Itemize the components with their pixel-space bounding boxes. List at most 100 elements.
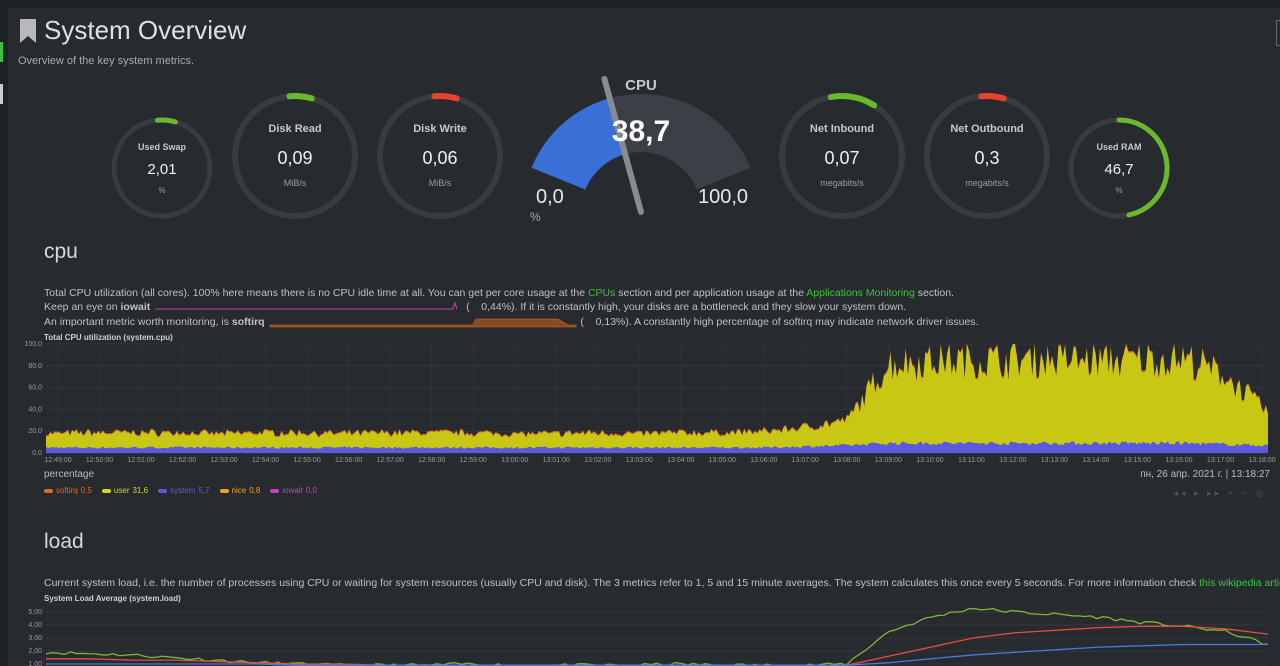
section-title-load: load bbox=[44, 530, 84, 553]
gauge-cpu-unit: % bbox=[530, 210, 541, 224]
gauge-disk-write-value: 0,06 bbox=[422, 148, 458, 168]
cpu-x-tick: 12:56:00 bbox=[335, 457, 362, 464]
cpu-x-tick: 12:52:00 bbox=[169, 457, 196, 464]
cpu-x-tick: 13:01:00 bbox=[543, 457, 570, 464]
legend-name: softirq bbox=[56, 486, 78, 495]
cpu-desc1-text-b: section and per application usage at the bbox=[615, 287, 807, 299]
cpu-x-tick: 13:05:00 bbox=[709, 457, 736, 464]
load-line-load1 bbox=[45, 607, 1269, 666]
gauge-disk-read-unit: MiB/s bbox=[283, 178, 307, 188]
gauge-cpu-title: CPU bbox=[625, 77, 657, 94]
gauge-net-inbound-fill bbox=[827, 93, 878, 109]
cpu-chart-units: percentage bbox=[44, 469, 95, 480]
cpu-x-tick: 13:02:00 bbox=[584, 457, 611, 464]
gauge-used-ram-unit: % bbox=[1115, 186, 1123, 195]
cpu-x-tick: 13:09:00 bbox=[875, 457, 902, 464]
load-line-load5 bbox=[46, 625, 1269, 666]
gauge-used-ram-fill bbox=[1116, 117, 1170, 218]
legend-name: system bbox=[170, 486, 196, 495]
legend-name: user bbox=[113, 486, 130, 495]
cpu-x-tick: 13:17:00 bbox=[1207, 457, 1234, 464]
gauge-net-inbound-title: Net Inbound bbox=[809, 123, 875, 135]
right-panel-handle[interactable] bbox=[1276, 20, 1280, 46]
gauge-used-swap-unit: % bbox=[158, 186, 166, 195]
gauge-net-outbound-unit: megabits/s bbox=[965, 178, 1009, 188]
legend-value: 5,7 bbox=[198, 486, 210, 495]
load-chart-title: System Load Average (system.load) bbox=[44, 594, 181, 603]
cpu-y-tick: 0,0 bbox=[32, 450, 42, 457]
legend-swatch bbox=[44, 488, 53, 493]
cpu-y-tick: 20,0 bbox=[28, 428, 42, 435]
cpu-x-tick: 12:55:00 bbox=[293, 457, 320, 464]
cpu-chart[interactable]: 100,0 80,0 60,0 40,0 20,0 0,012:49:00 12:50:00… bbox=[0, 340, 1280, 468]
cpu-x-tick: 12:49:00 bbox=[44, 457, 71, 464]
load-y-tick: 3,00 bbox=[28, 635, 42, 642]
legend-swatch bbox=[270, 488, 280, 493]
legend-value: 0,5 bbox=[80, 486, 92, 495]
cpu-x-tick: 13:10:00 bbox=[916, 457, 943, 464]
cpu-y-tick: 80,0 bbox=[28, 363, 42, 370]
load-chart[interactable]: 5,00 4,00 3,00 2,00 1,00 bbox=[0, 602, 1280, 666]
cpu-area-user bbox=[46, 344, 1268, 453]
iowait-label: iowait bbox=[120, 301, 151, 313]
legend-item-system[interactable]: system 5,7 bbox=[158, 486, 210, 495]
gauge-net-outbound-title: Net Outbound bbox=[950, 123, 1024, 135]
gauge-used-swap-fill bbox=[154, 117, 178, 125]
cpu-x-tick: 12:53:00 bbox=[210, 457, 237, 464]
legend-item-iowait[interactable]: iowait 0,0 bbox=[270, 486, 317, 495]
cpu-x-tick: 12:54:00 bbox=[252, 457, 279, 464]
load-line-load15 bbox=[46, 643, 1268, 666]
section-title-cpu: cpu bbox=[44, 240, 78, 263]
sidebar-marker-active[interactable] bbox=[0, 42, 3, 62]
gauges-area bbox=[111, 75, 1170, 219]
gauge-used-ram-title: Used RAM bbox=[1096, 142, 1142, 152]
gauge-used-ram-value: 46,7 bbox=[1104, 161, 1134, 178]
cpu-x-tick: 12:58:00 bbox=[418, 457, 445, 464]
cpu-x-tick: 12:51:00 bbox=[127, 457, 154, 464]
gauge-cpu-max: 100,0 bbox=[698, 186, 749, 208]
cpu-x-tick: 13:11:00 bbox=[958, 457, 985, 464]
iowait-value: 0,44% bbox=[481, 301, 512, 313]
cpu-chart-date: пн, 26 апр. 2021 г. | 13:18:27 bbox=[1140, 469, 1270, 480]
cpu-description-line1: Total CPU utilization (all cores). 100% … bbox=[44, 287, 954, 299]
cpu-desc3-text-b: ). A constantly high percentage of softi… bbox=[625, 316, 979, 328]
cpu-chart-legend: softirq 0,5 user 31,6 system 5,7 nice 0,8 iowait… bbox=[44, 486, 317, 495]
legend-value: 0,8 bbox=[249, 486, 261, 495]
cpu-gauge-needle bbox=[601, 75, 644, 215]
cpu-x-tick: 13:00:00 bbox=[501, 457, 528, 464]
load-y-tick: 2,00 bbox=[28, 648, 42, 655]
iowait-sparkline bbox=[155, 301, 458, 310]
legend-name: iowait bbox=[282, 486, 303, 495]
page-subtitle: Overview of the key system metrics. bbox=[18, 55, 195, 67]
cpu-x-tick: 12:50:00 bbox=[86, 457, 113, 464]
cpu-gauge-fill bbox=[531, 98, 626, 190]
legend-swatch bbox=[219, 488, 229, 493]
cpu-x-tick: 13:16:00 bbox=[1165, 457, 1192, 464]
cpu-x-tick: 13:12:00 bbox=[999, 457, 1026, 464]
gauge-net-outbound-fill bbox=[978, 93, 1007, 102]
cpu-desc2-text-a: Keep an eye on bbox=[44, 301, 121, 313]
softirq-label: softirq bbox=[231, 316, 265, 328]
gauge-net-inbound-unit: megabits/s bbox=[820, 178, 864, 188]
cpu-desc1-text-c: section. bbox=[914, 287, 954, 299]
legend-item-user[interactable]: user 31,6 bbox=[101, 486, 148, 495]
cpu-description-line2: Keep an eye on iowait ( 0,44%). If it is… bbox=[44, 301, 907, 313]
gauge-disk-read-value: 0,09 bbox=[277, 148, 313, 168]
wikipedia-article-link[interactable]: this wikipedia article bbox=[1199, 577, 1280, 589]
legend-item-softirq[interactable]: softirq 0,5 bbox=[44, 486, 92, 495]
cpu-x-tick: 12:59:00 bbox=[460, 457, 487, 464]
cpus-link[interactable]: CPUs bbox=[587, 287, 616, 299]
legend-name: nice bbox=[231, 486, 247, 495]
sidebar-marker[interactable] bbox=[0, 84, 3, 104]
applications-monitoring-link[interactable]: Applications Monitoring bbox=[806, 287, 915, 299]
page-title-text: System Overview bbox=[44, 15, 247, 45]
bookmark-icon bbox=[20, 18, 36, 43]
load-desc-text-a: Current system load, i.e. the number of … bbox=[44, 577, 1200, 589]
chart-controls[interactable]: ◂◂ ▸ ▸▸ + − ◎ bbox=[1173, 488, 1266, 498]
legend-swatch bbox=[101, 488, 111, 493]
load-description: Current system load, i.e. the number of … bbox=[44, 577, 1280, 589]
legend-item-nice[interactable]: nice 0,8 bbox=[219, 486, 261, 495]
cpu-y-tick: 40,0 bbox=[28, 406, 42, 413]
softirq-sparkline bbox=[269, 318, 576, 328]
gauge-disk-write-title: Disk Write bbox=[413, 123, 467, 135]
